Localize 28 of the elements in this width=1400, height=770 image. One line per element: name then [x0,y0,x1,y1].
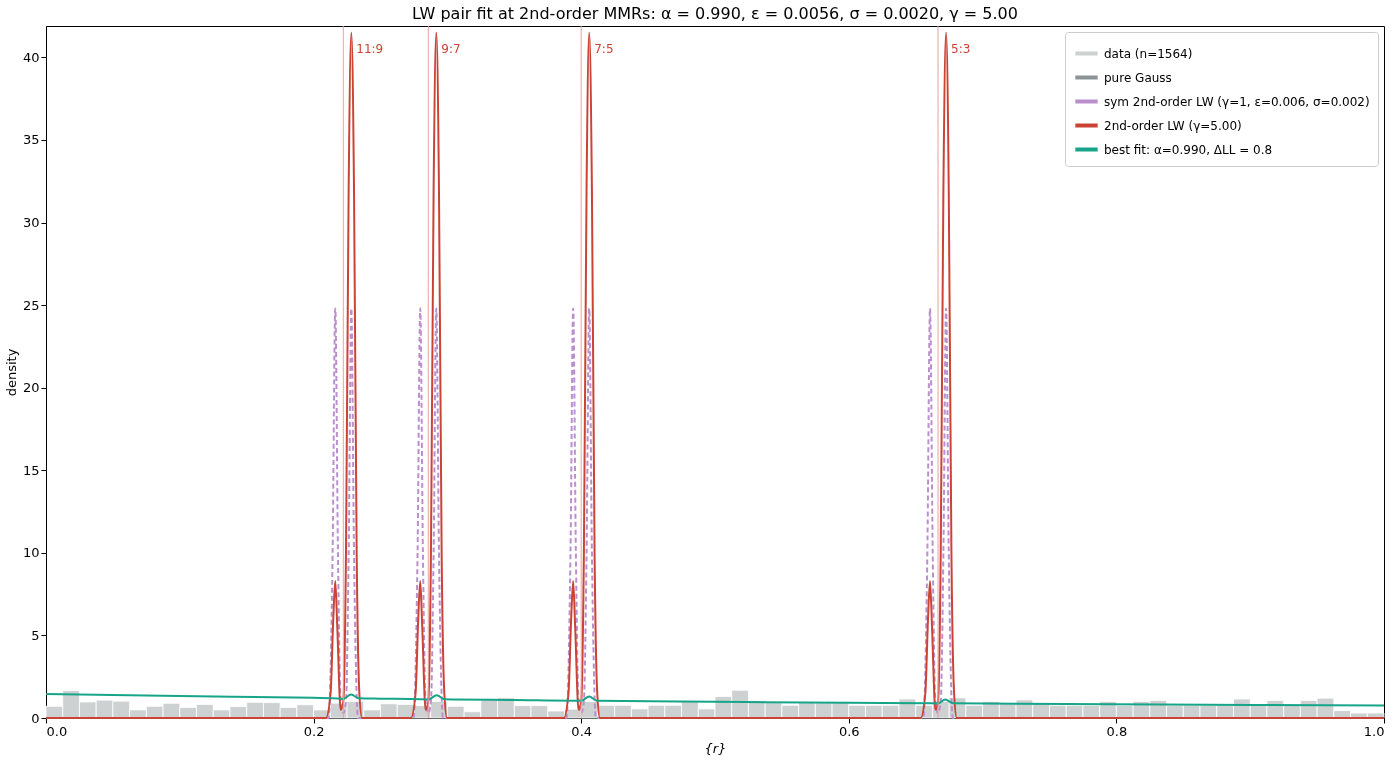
legend-label: sym 2nd-order LW (γ=1, ε=0.006, σ=0.002) [1104,94,1370,109]
x-axis-title: {r} [704,740,727,756]
x-tick-label: 1.0 [1363,723,1385,739]
y-tick-label: 30 [22,215,40,231]
x-tick-label: 0.4 [571,723,593,739]
legend-label: 2nd-order LW (γ=5.00) [1104,118,1242,133]
x-tick-label: 0.8 [1106,723,1128,739]
y-tick-label: 15 [22,462,40,478]
y-tick-label: 40 [22,49,40,65]
legend-label: data (n=1564) [1104,46,1193,61]
y-tick-label: 25 [22,297,40,313]
y-tick-label: 5 [31,627,40,643]
annotation: 7:5 [594,42,614,57]
legend-label: pure Gauss [1104,70,1172,85]
y-tick-label: 20 [22,380,40,396]
y-axis-title: density [3,348,19,397]
annotation: 5:3 [951,42,971,57]
x-tick-label: 0.2 [303,723,325,739]
legend-label: best fit: α=0.990, ΔLL = 0.8 [1104,142,1273,157]
chart-title: LW pair fit at 2nd-order MMRs: α = 0.990, ε = 0.0056, σ = 0.0020, γ = 5.00 [412,3,1018,23]
y-tick-label: 35 [22,132,40,148]
x-tick-label: 0.6 [838,723,860,739]
annotation: 11:9 [356,42,384,57]
line-series [45,31,1385,719]
x-tick-label: 0.0 [46,723,68,739]
y-tick-label: 0 [31,710,40,726]
annotation: 9:7 [441,42,461,57]
y-tick-label: 10 [22,545,40,561]
